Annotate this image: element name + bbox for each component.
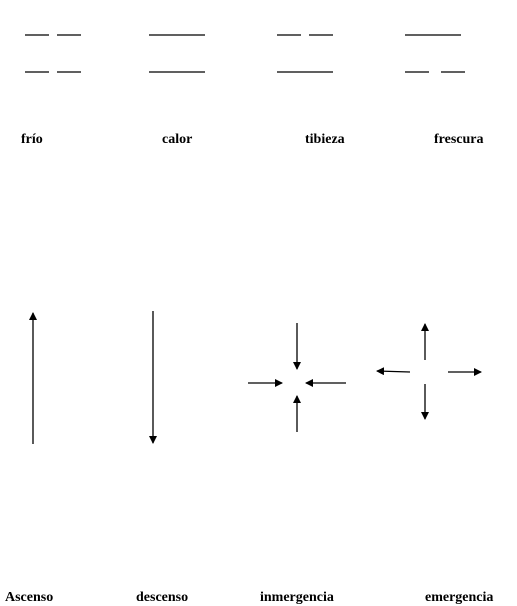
emergencia-arrow-left: [376, 367, 411, 376]
label-frio: frío: [21, 132, 43, 147]
label-ascenso: Ascenso: [5, 590, 54, 605]
label-frescura: frescura: [434, 132, 484, 147]
symbol-tibieza-lines: [277, 34, 333, 73]
label-calor: calor: [162, 132, 193, 147]
label-tibieza: tibieza: [305, 132, 345, 147]
label-inmergencia: inmergencia: [260, 590, 334, 605]
symbol-emergencia-arrows: [376, 323, 482, 420]
label-descenso: descenso: [136, 590, 189, 605]
symbol-inmergencia-arrows: [248, 323, 346, 432]
symbol-frio-lines: [25, 34, 81, 73]
symbol-calor-lines: [149, 34, 205, 73]
symbol-frescura-lines: [405, 34, 465, 73]
label-emergencia: emergencia: [425, 590, 494, 605]
